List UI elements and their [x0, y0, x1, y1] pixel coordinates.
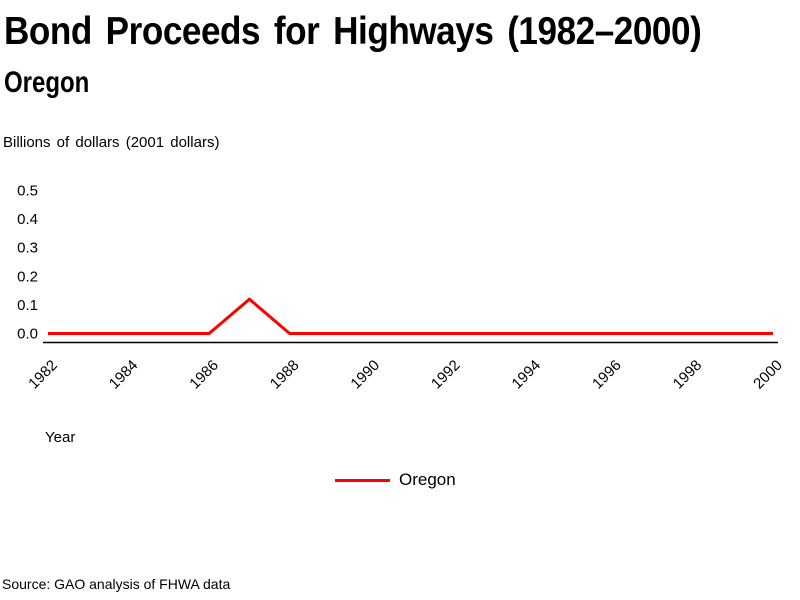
chart-title: Bond Proceeds for Highways (1982–2000) — [4, 10, 702, 53]
x-tick-label: 1994 — [509, 357, 545, 393]
x-tick-label: 1998 — [670, 357, 706, 393]
legend-item-label: Oregon — [399, 470, 456, 489]
x-tick-label: 1996 — [589, 357, 625, 393]
x-tick-label: 1984 — [106, 357, 142, 393]
legend: Oregon — [335, 469, 456, 491]
x-tick-label: 2000 — [750, 357, 786, 393]
x-tick-label: 1992 — [428, 357, 464, 393]
y-tick-label: 0.0 — [17, 326, 38, 343]
source-note: Source: GAO analysis of FHWA data — [2, 576, 231, 592]
y-tick-label: 0.3 — [17, 240, 38, 257]
y-tick-label: 0.2 — [17, 268, 38, 285]
y-tick-label: 0.1 — [17, 297, 38, 314]
y-tick-label: 0.5 — [17, 183, 38, 200]
y-tick-label: 0.4 — [17, 211, 38, 228]
x-tick-label: 1986 — [186, 357, 222, 393]
chart-subtitle: Oregon — [4, 66, 90, 99]
y-axis-unit-label: Billions of dollars (2001 dollars) — [3, 134, 220, 151]
x-tick-label: 1990 — [347, 357, 383, 393]
legend-line-swatch — [335, 478, 390, 482]
series-line-oregon — [48, 297, 773, 335]
x-tick-label: 1988 — [267, 357, 303, 393]
x-tick-label: 1982 — [25, 357, 61, 393]
x-axis-title: Year — [45, 429, 76, 446]
